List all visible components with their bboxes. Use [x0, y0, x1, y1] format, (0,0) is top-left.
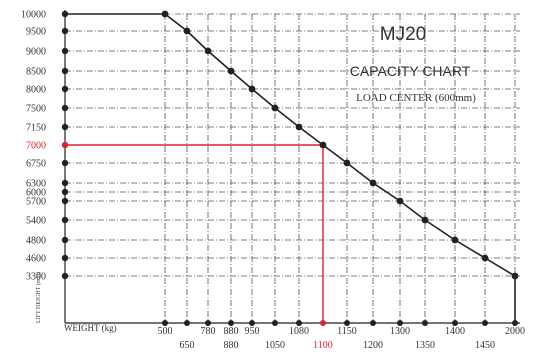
x-axis-marker [370, 320, 376, 326]
chart-title: MJ20 [380, 24, 426, 45]
x-tick-label: 1350 [415, 340, 435, 351]
x-axis-marker [162, 320, 168, 326]
y-axis-marker [61, 254, 69, 262]
y-tick-label: 5700 [26, 197, 46, 208]
y-axis-marker [61, 197, 69, 205]
y-axis-marker [61, 67, 69, 75]
x-axis-marker [344, 320, 350, 326]
x-axis-marker [228, 320, 234, 326]
data-point [295, 123, 303, 131]
y-tick-label: 7000 [26, 141, 46, 152]
y-axis-marker [61, 85, 69, 93]
data-point [343, 159, 351, 167]
x-axis-marker [249, 320, 255, 326]
data-point [481, 254, 489, 262]
x-axis-marker [205, 320, 211, 326]
x-axis-marker [272, 320, 278, 326]
x-tick-label: 500 [158, 326, 173, 337]
y-tick-label: 3300 [26, 272, 46, 283]
axes [61, 10, 520, 326]
data-point [204, 47, 212, 55]
y-tick-label: 9500 [26, 27, 46, 38]
x-tick-label: 880 [224, 340, 239, 351]
y-tick-label: 9000 [26, 47, 46, 58]
grid-lines [65, 13, 520, 323]
x-tick-label: 1300 [390, 326, 410, 337]
x-tick-label: 1100 [313, 340, 333, 351]
y-axis-marker [61, 104, 69, 112]
y-tick-label: 7150 [26, 123, 46, 134]
x-tick-label: 1200 [363, 340, 383, 351]
x-axis-marker [184, 320, 190, 326]
y-axis-marker [61, 216, 69, 224]
y-tick-label: 10000 [21, 10, 46, 21]
data-point [511, 272, 519, 280]
y-tick-label: 6750 [26, 159, 46, 170]
x-axis-label: WEIGHT (kg) [64, 323, 117, 333]
y-axis-marker [61, 188, 69, 196]
x-tick-label: 650 [180, 340, 195, 351]
x-axis-marker [397, 320, 403, 326]
x-tick-label: 1050 [265, 340, 285, 351]
x-tick-labels: 500 780 880 950 1080 1150 1300 1400 2000 650 880 10… [158, 326, 526, 351]
y-axis-marker [61, 272, 69, 280]
data-point [161, 10, 169, 18]
highlight-guides [65, 144, 324, 323]
x-tick-label: 1080 [289, 326, 309, 337]
data-point [319, 141, 327, 149]
x-tick-label: 1450 [475, 340, 495, 351]
x-axis-marker [296, 320, 302, 326]
data-point [227, 67, 235, 75]
y-tick-label: 6000 [26, 188, 46, 199]
x-axis-marker [320, 320, 326, 326]
x-axis-marker [422, 320, 428, 326]
y-axis-marker [61, 47, 69, 55]
y-tick-label: 8000 [26, 85, 46, 96]
data-point [183, 27, 191, 35]
data-point [248, 85, 256, 93]
y-tick-label: 6300 [26, 179, 46, 190]
chart-note: LOAD CENTER (600mm) [356, 92, 476, 104]
y-axis-marker [61, 179, 69, 187]
y-axis-marker [61, 123, 69, 131]
data-point [396, 197, 404, 205]
x-axis-marker [452, 320, 458, 326]
x-tick-label: 2000 [505, 326, 525, 337]
y-axis-label: LIFT HEIGHT (mm) [35, 272, 42, 323]
x-tick-label: 780 [201, 326, 216, 337]
y-tick-label: 5400 [26, 216, 46, 227]
y-tick-label: 7500 [26, 104, 46, 115]
data-point [421, 216, 429, 224]
y-axis-marker [61, 236, 69, 244]
x-axis-marker [482, 320, 488, 326]
y-tick-labels: 10000 9500 9000 8500 8000 7500 7150 7000 6750 630… [21, 10, 46, 283]
y-axis-marker [61, 159, 69, 167]
x-tick-label: 950 [245, 326, 260, 337]
x-tick-label: 880 [224, 326, 239, 337]
y-axis-marker [61, 27, 69, 35]
x-tick-label: 1150 [337, 326, 357, 337]
series-layer [65, 10, 519, 323]
chart-subtitle: CAPACITY CHART [350, 63, 471, 79]
data-point [369, 179, 377, 187]
y-axis-marker [61, 141, 69, 149]
y-tick-label: 4600 [26, 254, 46, 265]
x-tick-label: 1400 [445, 326, 465, 337]
data-point [271, 104, 279, 112]
data-point [451, 236, 459, 244]
y-tick-label: 4800 [26, 236, 46, 247]
y-tick-label: 8500 [26, 67, 46, 78]
capacity-curve [65, 13, 516, 323]
